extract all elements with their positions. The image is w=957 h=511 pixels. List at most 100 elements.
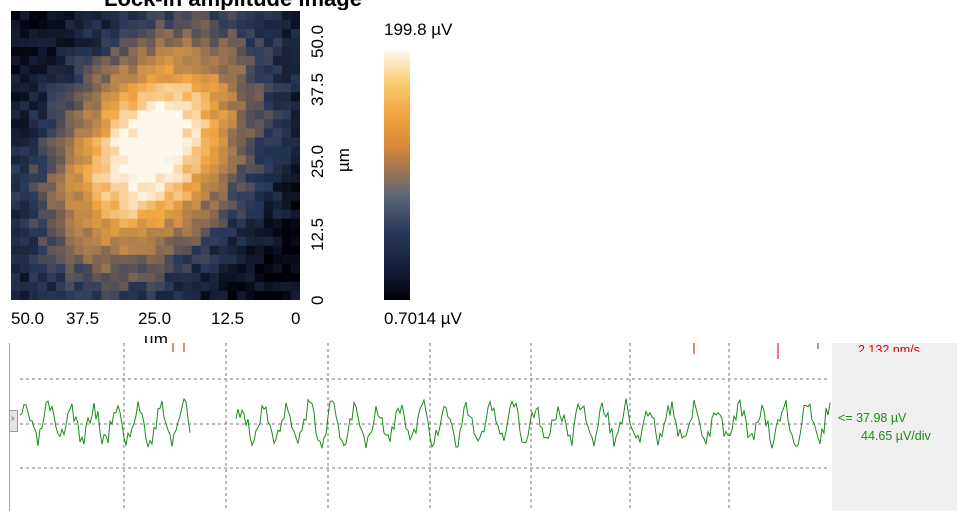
heatmap-pixel (137, 191, 147, 202)
heatmap-pixel (245, 47, 256, 57)
heatmap-pixel (20, 11, 30, 21)
heatmap-pixel (83, 290, 93, 300)
heatmap-pixel (56, 83, 66, 93)
heatmap-pixel (74, 137, 84, 147)
heatmap-pixel (254, 200, 265, 211)
heatmap-pixel (155, 290, 165, 300)
heatmap-pixel (191, 83, 202, 93)
heatmap-pixel (173, 281, 183, 292)
heatmap-pixel (128, 128, 138, 138)
heatmap-pixel (119, 146, 129, 156)
heatmap-pixel (56, 173, 66, 183)
heatmap-pixel (11, 65, 21, 75)
chevron-right-icon: › (11, 413, 15, 424)
heatmap-pixel (56, 218, 66, 229)
heatmap-pixel (173, 38, 183, 48)
expand-panel-button[interactable] (9, 410, 18, 432)
heatmap-pixel (74, 110, 84, 120)
heatmap-pixel (47, 29, 57, 39)
y-tick-label: 12.5 (308, 217, 327, 251)
heatmap-pixel (263, 119, 274, 129)
heatmap-pixel (101, 74, 111, 84)
heatmap-pixel (164, 191, 174, 202)
heatmap-pixel (281, 254, 292, 265)
heatmap-pixel (254, 101, 265, 111)
heatmap-pixel (29, 38, 39, 48)
heatmap-pixel (92, 182, 102, 193)
heatmap-pixel (38, 11, 48, 21)
heatmap-pixel (11, 56, 21, 66)
heatmap-pixel (191, 29, 202, 39)
heatmap-pixel (254, 191, 265, 202)
heatmap-pixel (263, 182, 274, 193)
heatmap-pixel (164, 290, 174, 300)
window-title-bar: Lock-in amplitude image (0, 0, 957, 10)
heatmap-pixel (218, 290, 229, 300)
heatmap-pixel (164, 218, 174, 229)
heatmap-pixel (272, 173, 283, 183)
heatmap-pixel (119, 254, 129, 265)
heatmap-pixel (83, 200, 93, 211)
heatmap-pixel (20, 146, 30, 156)
heatmap-pixel (101, 200, 111, 211)
heatmap-pixel (227, 137, 238, 147)
heatmap-pixel (65, 65, 75, 75)
heatmap-pixel (38, 83, 48, 93)
heatmap-pixel (29, 20, 39, 30)
heatmap-pixel (245, 164, 256, 174)
heatmap-pixel (182, 227, 193, 238)
heatmap-pixel (29, 47, 39, 57)
heatmap-pixel (272, 272, 283, 283)
profile-panel[interactable] (0, 343, 957, 511)
heatmap-pixel (227, 218, 238, 229)
heatmap-pixel (173, 263, 183, 274)
heatmap-pixel (254, 83, 265, 93)
heatmap-pixel (218, 281, 229, 292)
heatmap-pixel (47, 110, 57, 120)
heatmap-pixel (236, 29, 247, 39)
heatmap-pixel (20, 254, 30, 265)
heatmap-pixel (38, 290, 48, 300)
heatmap-pixel (20, 209, 30, 220)
heatmap-pixel (281, 263, 292, 274)
amplitude-heatmap[interactable] (11, 11, 300, 300)
heatmap-pixel (263, 83, 274, 93)
heatmap-pixel (290, 173, 300, 183)
heatmap-pixel (29, 128, 39, 138)
heatmap-pixel (245, 11, 256, 21)
heatmap-pixel (209, 200, 220, 211)
heatmap-pixel (263, 218, 274, 229)
heatmap-pixel (146, 74, 156, 84)
heatmap-pixel (290, 200, 300, 211)
heatmap-pixel (254, 20, 265, 30)
heatmap-pixel (281, 200, 292, 211)
heatmap-pixel (101, 29, 111, 39)
heatmap-pixel (65, 119, 75, 129)
heatmap-pixel (83, 38, 93, 48)
heatmap-pixel (290, 191, 300, 202)
heatmap-pixel (119, 281, 129, 292)
heatmap-pixel (272, 245, 283, 256)
heatmap-pixel (281, 236, 292, 247)
y-tick-label: 37.5 (308, 72, 327, 106)
heatmap-pixel (164, 92, 174, 102)
heatmap-pixel (128, 254, 138, 265)
heatmap-pixel (56, 254, 66, 265)
heatmap-pixel (182, 128, 193, 138)
heatmap-pixel (263, 263, 274, 274)
heatmap-pixel (146, 272, 156, 283)
heatmap-pixel (146, 290, 156, 300)
heatmap-pixel (137, 38, 147, 48)
heatmap-pixel (146, 20, 156, 30)
heatmap-pixel (227, 11, 238, 21)
heatmap-pixel (191, 263, 202, 274)
heatmap-pixel (92, 92, 102, 102)
heatmap-pixel (173, 209, 183, 220)
heatmap-pixel (200, 290, 211, 300)
heatmap-pixel (245, 245, 256, 256)
heatmap-pixel (290, 182, 300, 193)
heatmap-pixel (272, 164, 283, 174)
heatmap-pixel (209, 110, 220, 120)
heatmap-pixel (263, 128, 274, 138)
heatmap-pixel (236, 155, 247, 165)
